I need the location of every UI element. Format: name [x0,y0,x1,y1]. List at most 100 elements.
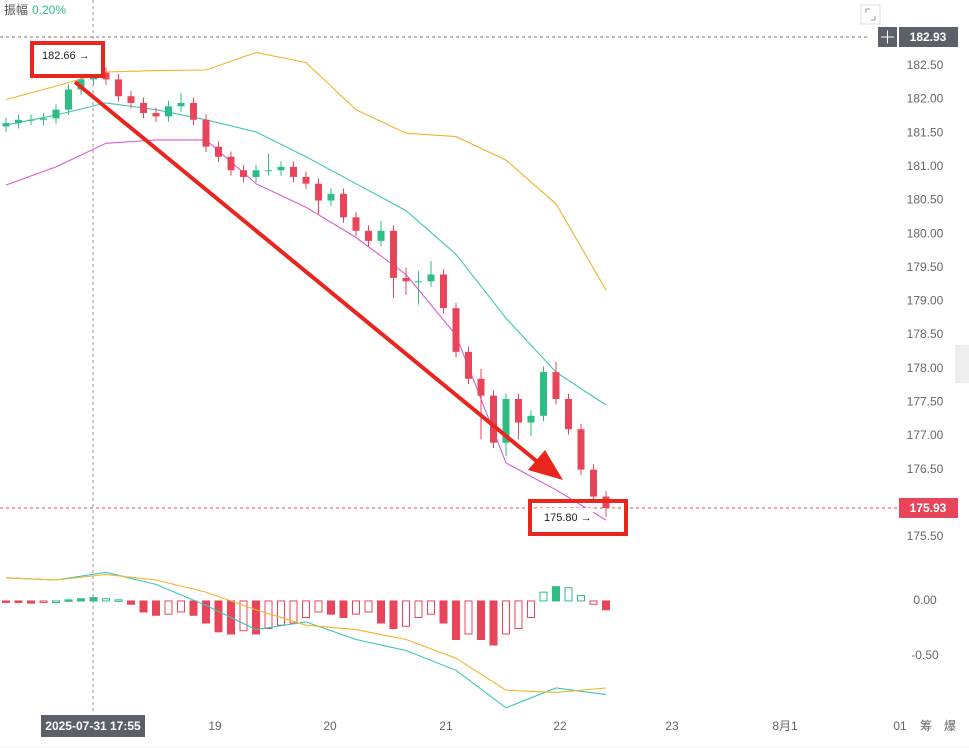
macd-bar [52,600,60,603]
candle-body [52,109,60,119]
candle-body [65,89,72,110]
candle-body [152,113,160,117]
crosshair-time: 2025-07-31 17:55 [45,719,141,733]
corner-label: 筹 [920,719,932,733]
plus-icon [881,30,894,44]
y-tick-label: 0.00 [913,593,937,607]
candle-body [352,217,360,231]
macd-bar [439,600,448,624]
macd-bar [189,600,198,616]
candle-body [402,277,410,282]
candle-body [265,170,272,172]
y-tick-label: 177.50 [907,395,944,409]
candle-body [15,119,22,124]
arrow-head [528,450,563,480]
macd-bar [602,600,610,611]
macd-bar [102,598,110,602]
macd-bar [302,600,310,618]
maximize-icon[interactable] [860,4,881,25]
candle-body [502,398,510,443]
x-tick-label: 01 [893,719,907,733]
y-tick-label: 177.00 [907,428,944,442]
indicator-line [5,51,607,291]
candle-body [302,176,310,184]
macd-bar [552,586,560,602]
macd-bar [289,600,298,624]
trend-arrow [73,80,547,470]
macd-bar [502,600,510,635]
amplitude-label: 振幅 [4,2,28,17]
candle-body [27,119,35,121]
macd-bar [427,600,435,615]
macd-bar [277,600,285,626]
low-label: 175.80 → [544,512,592,524]
macd-bar [452,600,460,641]
candle-body [552,372,560,399]
last-price-box [899,497,958,518]
candle-body [40,118,47,120]
candle-body [190,102,197,120]
macd-bar [339,600,348,618]
candle-body [165,106,172,117]
y-tick-label: 175.50 [907,529,944,543]
candle-body [415,281,422,283]
candle-body [515,398,522,423]
macd-bar [214,600,223,633]
crosshair-price-box [899,27,958,48]
macd-bar [114,599,123,602]
candle-body [590,469,597,497]
candle-body [527,415,535,423]
candle-body [315,183,322,201]
y-tick-label: 179.50 [907,260,944,274]
macd-bar [514,600,523,629]
candle-body [252,170,260,177]
candle-body [427,274,435,282]
macd-bar [139,600,148,613]
macd-bar [527,600,535,618]
candle-body [477,378,485,396]
candle-body [540,372,547,416]
y-tick-label: 181.50 [907,125,944,139]
macd-bar [389,600,398,629]
candle-body [565,398,572,430]
candle-body [365,230,372,241]
side-handle[interactable] [955,345,969,383]
candle-body [2,123,10,127]
last-price: 175.93 [910,501,947,515]
high-label: 182.66 → [42,50,90,62]
macd-bar [539,591,548,602]
macd-bar [152,600,160,616]
low-label-bg [538,508,593,526]
macd-bar [352,600,360,615]
macd-bar [77,598,85,602]
indicator-line [5,139,607,521]
y-tick-label: 182.00 [907,92,944,106]
y-tick-label: 181.00 [907,159,944,173]
y-tick-label: 180.00 [907,226,944,240]
crosshair-price: 182.93 [910,30,947,44]
macd-bar [164,600,173,615]
candle-body [440,274,447,309]
candle-body [202,119,210,147]
crosshair-time-box [41,715,145,737]
macd-bar [89,597,98,602]
macd-bar [177,600,185,613]
y-tick-label: 176.50 [907,462,944,476]
macd-bar [489,600,498,646]
macd-bar [577,594,585,602]
x-tick-label: 20 [323,719,337,733]
macd-bar [377,600,385,624]
macd-bar [252,600,260,635]
macd-bar [39,600,48,603]
macd-bar [239,600,248,632]
macd-bar [14,600,23,603]
y-tick-label: 182.50 [907,58,944,72]
x-tick-label: 23 [665,719,679,733]
candle-body [452,308,460,352]
y-tick-label: 180.50 [907,193,944,207]
candle-body [277,166,285,171]
x-tick-label: 19 [208,719,222,733]
indicator-line [5,571,607,709]
candle-body [390,230,397,278]
